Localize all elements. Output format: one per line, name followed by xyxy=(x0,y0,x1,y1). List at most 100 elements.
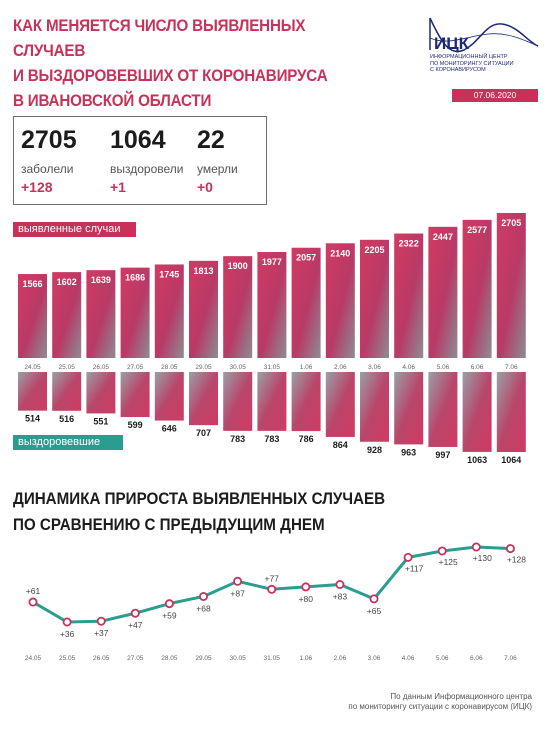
x-tick-label: 24.05 xyxy=(25,655,42,662)
x-tick-label: 7.06 xyxy=(504,655,517,662)
x-tick-label: 5.06 xyxy=(436,655,449,662)
cases-bar xyxy=(360,239,389,358)
recovered-bar xyxy=(462,372,492,452)
recovered-bar-label: 516 xyxy=(59,414,74,424)
title-line-1: КАК МЕНЯЕТСЯ ЧИСЛО ВЫЯВЛЕННЫХ СЛУЧАЕВ xyxy=(13,17,306,60)
growth-point-label: +125 xyxy=(439,557,458,567)
growth-point-label: +117 xyxy=(405,563,424,573)
x-tick-label: 26.05 xyxy=(93,655,110,662)
cases-bar-label: 2577 xyxy=(467,225,487,235)
growth-point xyxy=(301,582,311,592)
growth-point-label: +130 xyxy=(473,553,492,563)
x-tick-label: 31.05 xyxy=(264,655,281,662)
section-title-line-1: ДИНАМИКА ПРИРОСТА ВЫЯВЛЕННЫХ СЛУЧАЕВ xyxy=(13,490,386,508)
recovered-bar xyxy=(52,372,82,411)
recovered-bar-label: 1063 xyxy=(467,455,487,465)
growth-point xyxy=(233,576,243,586)
x-tick-label: 25.05 xyxy=(59,364,76,371)
x-tick-label: 26.05 xyxy=(93,364,110,371)
growth-point xyxy=(403,552,413,562)
x-tick-label: 7.06 xyxy=(505,364,518,371)
cases-bar-label: 2322 xyxy=(399,239,419,249)
stat-delta: +128 xyxy=(21,179,53,195)
x-tick-label: 4.06 xyxy=(402,364,415,371)
recovered-bar-label: 997 xyxy=(435,450,450,460)
growth-point-label: +68 xyxy=(196,603,211,613)
x-tick-label: 28.05 xyxy=(161,655,178,662)
growth-point-label: +59 xyxy=(162,611,177,621)
recovered-bar-label: 963 xyxy=(401,447,416,457)
cases-bars: 1566 24.05 1602 25.05 1639 26.05 1686 27.05 1745… xyxy=(18,213,526,371)
growth-point-label: +77 xyxy=(264,573,279,583)
cases-bar xyxy=(428,226,458,358)
cases-bar-label: 2140 xyxy=(330,248,350,258)
stat-label: заболели xyxy=(21,162,74,176)
recovered-bar-label: 707 xyxy=(196,428,211,438)
title-line-2: И ВЫЗДОРОВЕВШИХ ОТ КОРОНАВИРУСА xyxy=(13,67,328,85)
cases-bar-label: 1602 xyxy=(57,277,77,287)
footer-line-1: По данным Информационного центра xyxy=(390,692,532,701)
recovered-bars: 514 516 551 599 646 707 783 783 786 864 928 963 997 1… xyxy=(18,372,526,465)
stat-value: 1064 xyxy=(110,126,166,154)
recovered-bar-label: 551 xyxy=(93,416,108,426)
stats-box: 2705 заболели +128 1064 выздоровели +1 2… xyxy=(13,116,267,205)
growth-point xyxy=(335,580,345,590)
growth-point xyxy=(369,594,379,604)
recovered-bar-label: 783 xyxy=(264,434,279,444)
footer-line-2: по мониторингу ситуации с коронавирусом … xyxy=(348,702,532,711)
cases-tag: выявленные случаи xyxy=(13,222,136,237)
growth-point-label: +61 xyxy=(26,586,41,596)
recovered-bar-label: 514 xyxy=(25,414,40,424)
cases-bar-label: 1977 xyxy=(262,257,282,267)
recovered-bar-label: 646 xyxy=(162,424,177,434)
x-tick-label: 29.05 xyxy=(195,655,212,662)
stat-delta: +0 xyxy=(197,179,213,195)
logo-subtitle: ИНФОРМАЦИОННЫЙ ЦЕНТР ПО МОНИТОРИНГУ СИТУ… xyxy=(430,54,540,74)
stat-deaths: 22 умерли +0 xyxy=(197,125,238,196)
logo-sub-line: ИНФОРМАЦИОННЫЙ ЦЕНТР xyxy=(430,54,508,60)
cases-bar-label: 2705 xyxy=(501,218,521,228)
x-tick-label: 1.06 xyxy=(300,364,313,371)
growth-point xyxy=(164,599,174,609)
stat-recovered: 1064 выздоровели +1 xyxy=(110,125,183,196)
recovered-bar xyxy=(189,372,218,426)
recovered-bar xyxy=(120,372,150,418)
growth-line-chart: +61 24.05 +36 25.05 +37 26.05 +47 27.05 +59 28.05… xyxy=(25,542,526,662)
cases-bar xyxy=(120,267,150,358)
logo-text: ИЦК xyxy=(434,34,470,53)
recovered-bar xyxy=(257,372,287,431)
itsk-logo: ИЦК xyxy=(429,17,539,53)
x-tick-label: 6.06 xyxy=(470,655,483,662)
cases-bar-label: 1745 xyxy=(159,269,179,279)
recovered-bar xyxy=(360,372,389,442)
growth-point-label: +47 xyxy=(128,620,143,630)
recovered-bar-label: 928 xyxy=(367,445,382,455)
recovered-bar xyxy=(86,372,116,414)
recovered-bar xyxy=(18,372,47,411)
x-tick-label: 3.06 xyxy=(368,364,381,371)
x-tick-label: 30.05 xyxy=(229,655,246,662)
growth-point xyxy=(198,591,208,601)
cases-bar xyxy=(154,264,184,358)
growth-point xyxy=(96,616,106,626)
recovered-bar-label: 786 xyxy=(299,434,314,444)
growth-point-label: +36 xyxy=(60,629,75,639)
growth-point xyxy=(130,608,140,618)
cases-bar xyxy=(52,272,82,358)
stat-cases: 2705 заболели +128 xyxy=(21,125,77,196)
recovered-bar xyxy=(154,372,184,421)
x-tick-label: 6.06 xyxy=(471,364,484,371)
x-tick-label: 1.06 xyxy=(299,655,312,662)
cases-bar-label: 1566 xyxy=(22,279,42,289)
growth-point xyxy=(267,584,277,594)
section-title: ДИНАМИКА ПРИРОСТА ВЫЯВЛЕННЫХ СЛУЧАЕВ ПО … xyxy=(13,486,385,538)
x-tick-label: 29.05 xyxy=(195,364,212,371)
x-tick-label: 2.06 xyxy=(334,655,347,662)
growth-point xyxy=(471,542,481,552)
recovered-bar xyxy=(496,372,526,452)
cases-bar-label: 2205 xyxy=(364,245,384,255)
x-tick-label: 24.05 xyxy=(24,364,41,371)
page-title: КАК МЕНЯЕТСЯ ЧИСЛО ВЫЯВЛЕННЫХ СЛУЧАЕВ И … xyxy=(13,14,363,114)
logo-sub-line: ПО МОНИТОРИНГУ СИТУАЦИИ xyxy=(430,60,514,67)
